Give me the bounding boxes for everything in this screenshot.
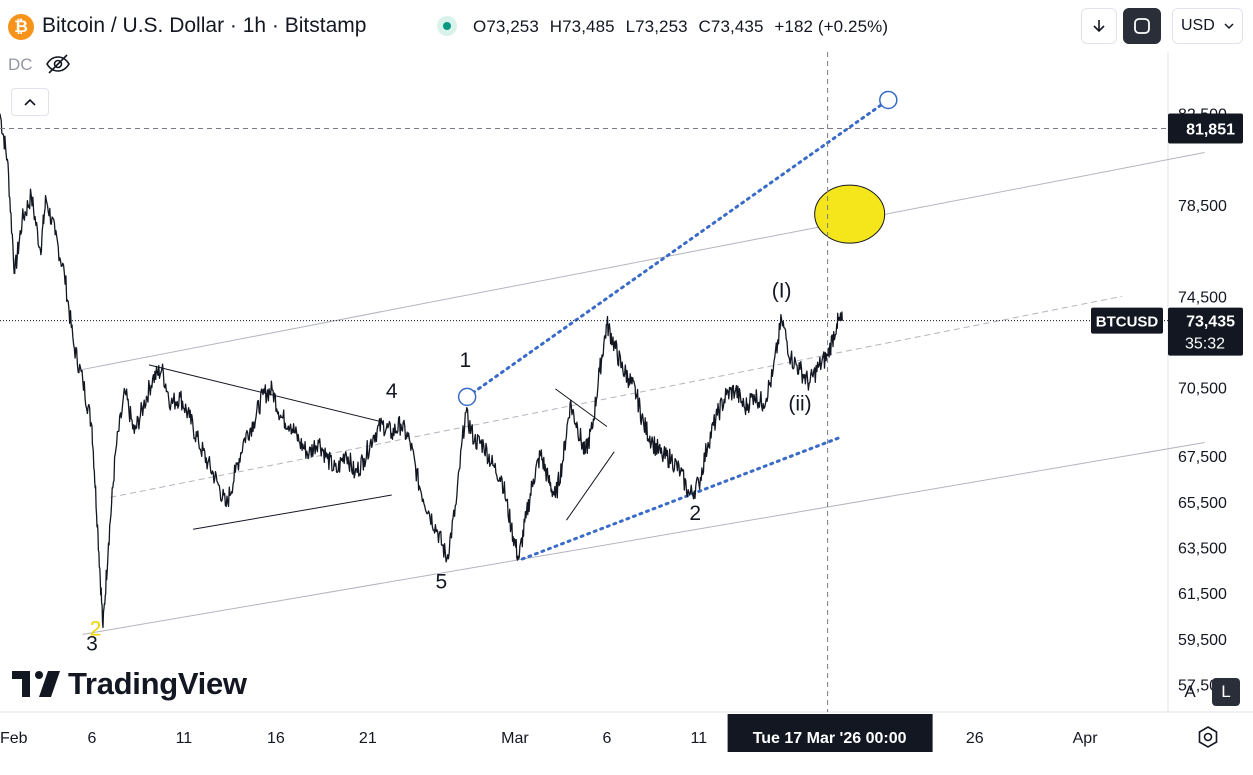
tradingview-logo-icon [12, 671, 60, 697]
low-value: L73,253 [625, 17, 688, 36]
time-axis-label: Feb [0, 730, 28, 747]
ohlc-values: O73,253 H73,485 L73,253 C73,435 +182 (+0… [473, 17, 894, 37]
time-axis-label: 11 [176, 730, 193, 747]
projection-anchor-point[interactable] [457, 387, 477, 407]
currency-label: USD [1181, 17, 1215, 34]
symbol-title[interactable]: Bitcoin / U.S. Dollar · 1h · Bitstamp [42, 14, 367, 37]
wave-label: 4 [386, 380, 398, 403]
price-axis-label: 74,500 [1178, 289, 1227, 306]
price-axis-label: 63,500 [1178, 541, 1227, 558]
download-button[interactable] [1081, 8, 1117, 44]
trendline[interactable] [555, 388, 608, 427]
crosshair-time-label: Tue 17 Mar '26 00:00 [753, 730, 907, 747]
bitcoin-icon: ₿ [8, 14, 34, 40]
trendline[interactable] [193, 494, 392, 530]
arrow-down-icon [1093, 20, 1105, 33]
price-axis-label: 78,500 [1178, 198, 1227, 215]
time-axis-label: Apr [1073, 730, 1099, 747]
fullscreen-button[interactable] [1123, 8, 1161, 44]
price-axis-label: 67,500 [1178, 449, 1227, 466]
wave-label: 1 [459, 349, 471, 372]
wave-label: 2 [689, 502, 701, 525]
bar-countdown-label: 35:32 [1185, 336, 1225, 353]
price-axis-label: 61,500 [1178, 586, 1227, 603]
trendline[interactable] [82, 151, 1205, 370]
price-axis-label: 65,500 [1178, 495, 1227, 512]
high-value: H73,485 [549, 17, 615, 36]
eye-off-icon[interactable] [45, 53, 71, 75]
projection-anchor-point[interactable] [879, 90, 898, 110]
projection-line[interactable] [520, 436, 841, 561]
crosshair-time-badge [727, 714, 933, 752]
symbol-tag [1091, 307, 1163, 334]
last-price-badge [1168, 307, 1243, 356]
time-axis-label: 16 [267, 730, 285, 747]
last-price-label: 73,435 [1186, 314, 1235, 331]
wave-label: 3 [86, 632, 98, 655]
price-axis-label: 59,500 [1178, 632, 1227, 649]
fullscreen-icon [1134, 18, 1150, 34]
time-axis-label: 11 [691, 730, 708, 747]
wave-label: 2 [90, 617, 102, 640]
brand-name: TradingView [68, 666, 247, 701]
market-open-indicator [437, 16, 457, 36]
crosshair-price-badge [1168, 113, 1243, 144]
change-value: +182 (+0.25%) [774, 17, 889, 36]
wave-label: 5 [436, 571, 448, 594]
time-axis-label: 21 [359, 730, 377, 747]
indicator-dc-label[interactable]: DC [8, 55, 33, 74]
wave-label: (I) [772, 280, 792, 303]
close-value: C73,435 [698, 17, 764, 36]
trendline[interactable] [82, 442, 1205, 635]
price-axis-label: 70,500 [1178, 381, 1227, 398]
chevron-up-icon [24, 98, 36, 106]
open-value: O73,253 [473, 17, 539, 36]
collapse-legend-button[interactable] [11, 88, 49, 116]
symbol-tag-label: BTCUSD [1096, 314, 1159, 331]
chevron-down-icon [1224, 23, 1234, 30]
trendline[interactable] [110, 295, 1122, 498]
currency-select[interactable]: USD [1172, 8, 1243, 44]
tradingview-logo[interactable]: TradingView [12, 664, 247, 704]
log-scale-button[interactable]: L [1212, 678, 1240, 706]
chart-header: ₿ Bitcoin / U.S. Dollar · 1h · Bitstamp … [0, 0, 1253, 52]
time-axis-label: Mar [501, 730, 529, 747]
trendline[interactable] [566, 451, 615, 521]
time-axis-label: 26 [966, 730, 984, 747]
time-axis-label: 6 [602, 730, 611, 747]
wave-label: (ii) [788, 393, 811, 416]
settings-icon[interactable] [1195, 724, 1221, 750]
target-zone-ellipse[interactable] [814, 184, 886, 244]
crosshair-price-label: 81,851 [1186, 121, 1235, 138]
price-series-line[interactable] [0, 113, 843, 629]
time-axis-label: 6 [88, 730, 97, 747]
projection-line[interactable] [465, 98, 890, 399]
auto-scale-button[interactable]: A [1184, 682, 1196, 701]
